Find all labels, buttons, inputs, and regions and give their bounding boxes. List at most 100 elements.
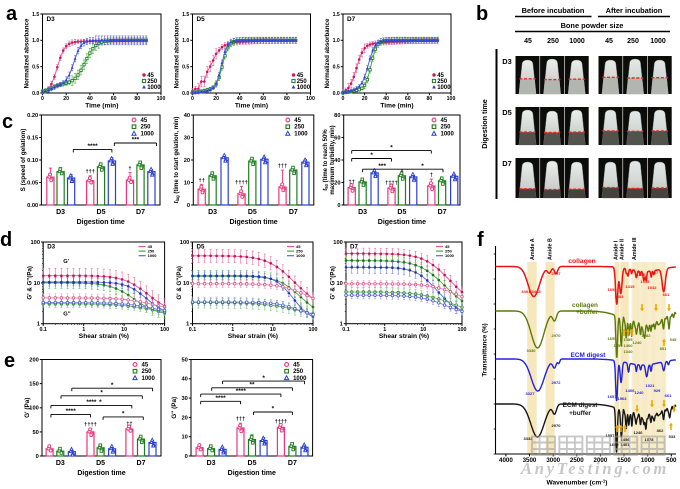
svg-text:1406: 1406 [626,388,636,393]
svg-text:††††: †††† [385,180,398,186]
svg-text:60: 60 [405,96,411,102]
svg-text:0: 0 [191,96,194,102]
svg-text:G' & G''(Pa): G' & G''(Pa) [176,266,183,300]
svg-text:1: 1 [383,327,386,333]
svg-text:d: d [0,229,12,251]
svg-text:50: 50 [32,430,38,436]
svg-text:0: 0 [185,454,188,460]
svg-text:500: 500 [666,457,677,464]
svg-text:Digestion time: Digestion time [77,219,125,226]
svg-text:0.10: 0.10 [27,158,38,164]
svg-text:D7: D7 [288,460,297,467]
svg-text:20: 20 [184,158,190,164]
svg-text:30: 30 [181,396,187,402]
svg-text:†††: ††† [85,169,95,175]
svg-text:80: 80 [284,96,290,102]
svg-text:3401-3418: 3401-3418 [521,289,541,294]
svg-text:20: 20 [334,180,340,186]
svg-text:40: 40 [334,158,340,164]
svg-text:80: 80 [334,113,340,119]
svg-text:45: 45 [142,363,149,369]
svg-text:45: 45 [524,38,532,45]
svg-text:collagen: collagen [568,258,596,265]
svg-text:D3: D3 [358,209,367,216]
svg-text:D5: D5 [248,209,257,216]
svg-text:10: 10 [184,180,190,186]
svg-text:250: 250 [297,79,308,85]
svg-text:D3: D3 [47,16,56,23]
svg-text:100: 100 [447,96,456,102]
svg-text:††††: †††† [84,422,97,428]
svg-text:1021: 1021 [646,383,656,388]
svg-text:40: 40 [237,96,243,102]
svg-text:45: 45 [141,118,148,124]
svg-text:tlag (time to start gelation,: tlag (time to start gelation, min) [174,117,180,204]
svg-text:10: 10 [336,281,342,287]
svg-text:Amide B: Amide B [548,238,554,260]
svg-text:250: 250 [441,125,452,131]
svg-text:1000: 1000 [641,457,655,464]
svg-text:661: 661 [663,292,670,297]
svg-text:D5: D5 [197,244,205,251]
svg-text:1: 1 [82,327,85,333]
svg-text:G': G' [63,259,70,265]
svg-text:After incubation: After incubation [606,6,663,15]
svg-text:1415: 1415 [626,284,636,289]
svg-text:maximum turbidity, min): maximum turbidity, min) [330,125,336,194]
svg-text:0: 0 [36,454,39,460]
svg-text:100: 100 [180,240,190,246]
svg-text:t50 (time to reach 50%: t50 (time to reach 50% [323,129,329,191]
svg-text:150: 150 [29,382,39,388]
svg-text:100: 100 [458,327,467,333]
svg-text:1400: 1400 [624,343,634,348]
svg-text:1246: 1246 [634,430,644,435]
svg-text:*: * [100,390,103,397]
svg-text:250: 250 [627,38,639,45]
svg-text:D7: D7 [289,209,298,216]
svg-text:1: 1 [37,322,40,328]
svg-text:1657: 1657 [608,394,618,399]
svg-text:D7: D7 [347,16,356,23]
svg-text:3330: 3330 [527,348,537,353]
svg-text:1000: 1000 [147,85,161,91]
svg-text:Shear strain (%): Shear strain (%) [379,333,429,340]
svg-text:D7: D7 [137,460,146,467]
svg-text:40: 40 [184,113,190,119]
svg-text:G' & G''(Pa): G' & G''(Pa) [330,266,337,300]
svg-text:1.5: 1.5 [333,12,340,18]
svg-text:a: a [6,3,18,25]
svg-text:1000: 1000 [142,376,156,382]
svg-text:2972: 2972 [552,380,562,385]
svg-text:1.5: 1.5 [32,12,39,18]
svg-text:Amide II: Amide II [619,239,625,260]
svg-text:1000: 1000 [294,131,308,137]
svg-text:D3: D3 [56,460,65,467]
svg-text:Time (min): Time (min) [235,103,268,110]
svg-text:45: 45 [441,118,448,124]
svg-text:0.5: 0.5 [182,65,189,71]
svg-text:0.1: 0.1 [39,327,47,333]
svg-text:20: 20 [213,96,219,102]
svg-text:1000: 1000 [650,38,666,45]
svg-text:1655: 1655 [608,287,618,292]
svg-text:Time (min): Time (min) [380,103,413,110]
svg-text:††: †† [126,422,132,428]
svg-text:20: 20 [181,415,187,421]
svg-text:Digestion time: Digestion time [229,219,277,226]
svg-text:*: * [421,163,424,170]
svg-text:45: 45 [293,363,300,369]
svg-text:60: 60 [111,96,117,102]
svg-text:D5: D5 [197,16,206,23]
svg-text:*: * [262,375,265,382]
svg-text:ECM digest: ECM digest [571,352,607,359]
svg-text:****: **** [236,388,247,395]
svg-text:3000: 3000 [546,457,560,464]
svg-text:0: 0 [342,96,345,102]
svg-text:Time (min): Time (min) [85,103,118,110]
svg-text:1045: 1045 [641,279,651,284]
svg-text:2970: 2970 [552,423,562,428]
svg-text:250: 250 [294,125,305,131]
svg-text:1: 1 [231,327,234,333]
svg-text:0.05: 0.05 [27,180,38,186]
svg-text:***: *** [132,137,140,144]
